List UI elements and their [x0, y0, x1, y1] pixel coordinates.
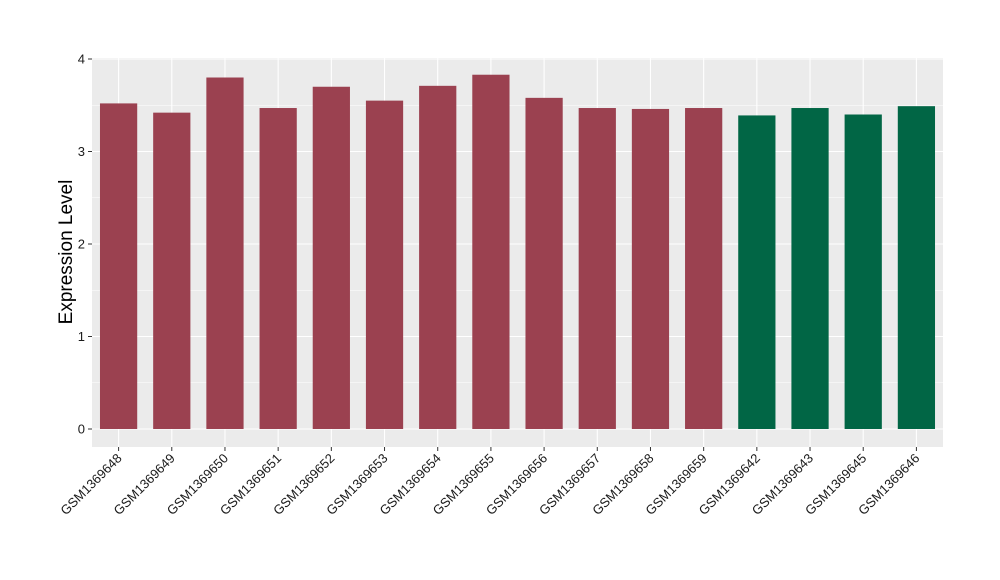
- bar-GSM1369650: [206, 77, 244, 429]
- x-axis: GSM1369648GSM1369649GSM1369650GSM1369651…: [57, 447, 923, 518]
- bars: [99, 74, 936, 430]
- y-tick-label: 1: [78, 329, 85, 344]
- y-axis: 0 1 2 3 4: [78, 52, 92, 437]
- y-tick-label: 3: [78, 144, 85, 159]
- bar-GSM1369653: [365, 100, 404, 429]
- bar-GSM1369643: [791, 108, 829, 430]
- bar-GSM1369645: [844, 114, 882, 429]
- y-tick-label: 0: [78, 422, 85, 437]
- bar-GSM1369652: [312, 86, 350, 429]
- bar-GSM1369651: [259, 108, 297, 430]
- bar-GSM1369642: [738, 115, 776, 430]
- bar-GSM1369656: [525, 97, 563, 429]
- y-axis-title: Expression Level: [56, 180, 77, 325]
- bar-GSM1369655: [472, 74, 510, 429]
- bar-GSM1369658: [631, 108, 670, 429]
- y-tick-label: 4: [78, 52, 85, 67]
- y-tick-label: 2: [78, 237, 85, 252]
- bar-GSM1369659: [685, 108, 723, 430]
- bar-GSM1369646: [897, 106, 936, 430]
- bar-GSM1369654: [419, 85, 457, 429]
- bar-GSM1369657: [578, 108, 616, 430]
- bar-GSM1369649: [153, 112, 191, 430]
- bar-GSM1369648: [99, 103, 138, 430]
